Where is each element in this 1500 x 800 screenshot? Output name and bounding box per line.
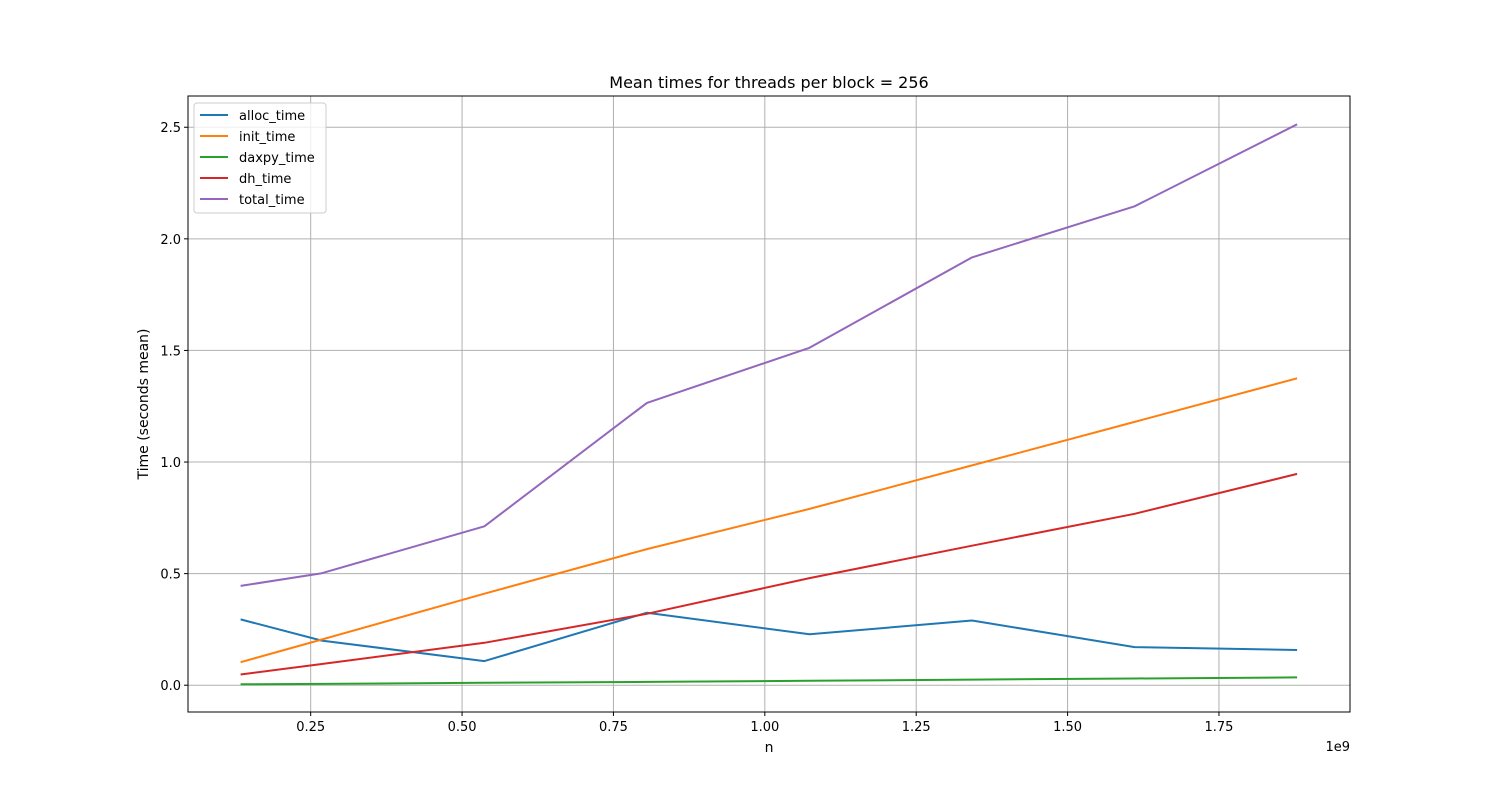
- series-line-init-time: [240, 377, 1298, 664]
- y-axis: 0.0 0.5 1.0 1.5 2.0 2.5: [160, 121, 188, 694]
- x-tick-label: 0.25: [296, 720, 325, 735]
- y-tick-label: 0.5: [160, 568, 181, 583]
- series-line-daxpy-time: [240, 676, 1298, 686]
- y-tick-label: 1.5: [160, 344, 181, 359]
- series-line-dh-time: [240, 472, 1298, 676]
- x-tick-label: 1.00: [750, 720, 779, 735]
- series-lines: [240, 123, 1298, 686]
- x-tick-label: 1.50: [1053, 720, 1082, 735]
- legend-label-daxpy-time: daxpy_time: [239, 151, 315, 166]
- y-tick-label: 0.0: [160, 679, 181, 694]
- series-line-alloc-time: [240, 611, 1298, 663]
- y-tick-label: 1.0: [160, 456, 181, 471]
- x-axis-offset-label: 1e9: [1325, 740, 1350, 755]
- chart-title: Mean times for threads per block = 256: [609, 73, 928, 92]
- grid: [188, 96, 1350, 712]
- legend-label-alloc-time: alloc_time: [239, 109, 305, 124]
- y-tick-label: 2.5: [160, 121, 181, 136]
- x-tick-label: 1.75: [1204, 720, 1233, 735]
- x-axis-label: n: [765, 740, 774, 756]
- x-axis: 0.25 0.50 0.75 1.00 1.25 1.50 1.75: [296, 712, 1233, 735]
- y-tick-label: 2.0: [160, 233, 181, 248]
- y-axis-label: Time (seconds mean): [136, 328, 152, 480]
- legend-label-dh-time: dh_time: [239, 172, 291, 187]
- x-tick-label: 0.50: [448, 720, 477, 735]
- plot-area-frame: [187, 95, 1351, 713]
- x-tick-label: 0.75: [599, 720, 628, 735]
- legend-box: [193, 102, 327, 214]
- x-tick-label: 1.25: [902, 720, 931, 735]
- legend: alloc_time init_time daxpy_time dh_timetota…: [193, 102, 327, 214]
- legend-label-total-time: total_time: [239, 193, 305, 208]
- legend-label-init-time: init_time: [239, 130, 295, 145]
- series-line-total-time: [240, 123, 1298, 587]
